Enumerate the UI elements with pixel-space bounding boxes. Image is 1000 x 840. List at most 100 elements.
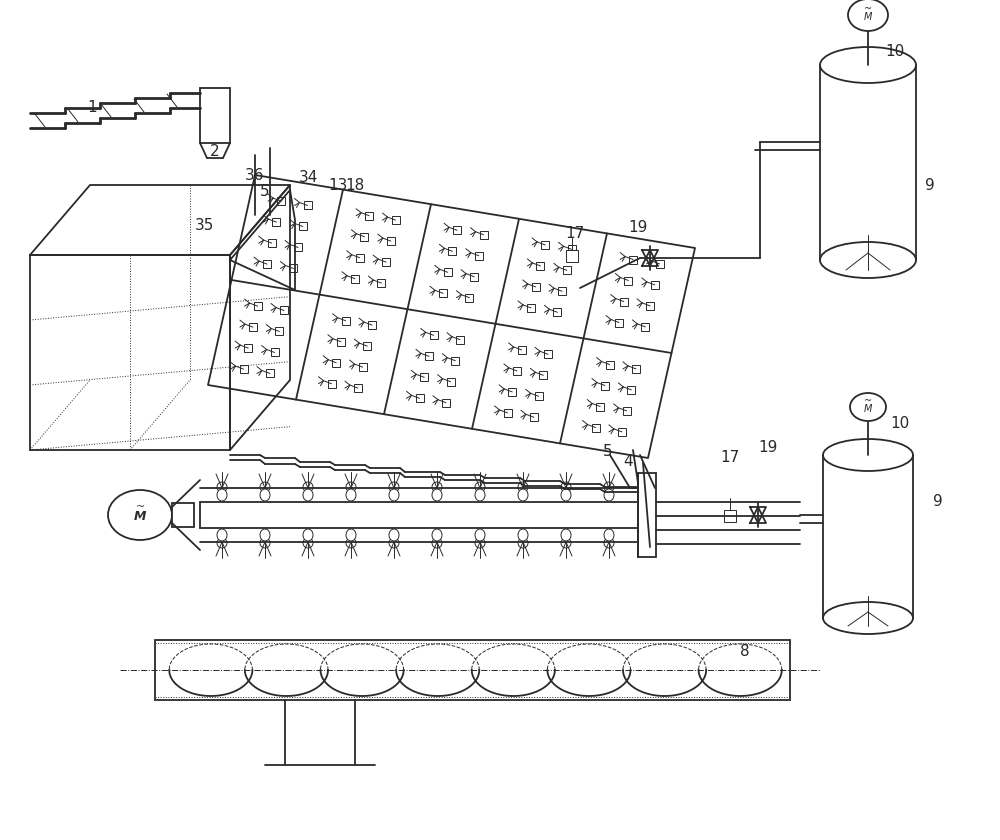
Bar	[342, 317, 350, 325]
Text: 9: 9	[933, 495, 943, 510]
Text: 5: 5	[603, 444, 613, 459]
Text: 1: 1	[87, 101, 97, 115]
Text: 10: 10	[890, 416, 910, 430]
Ellipse shape	[604, 482, 614, 492]
Ellipse shape	[561, 529, 571, 541]
Ellipse shape	[217, 489, 227, 501]
Text: ~: ~	[864, 396, 872, 406]
Ellipse shape	[260, 482, 270, 492]
Ellipse shape	[389, 489, 399, 501]
Bar	[277, 197, 285, 205]
Bar	[566, 250, 578, 262]
Bar	[651, 281, 659, 289]
Bar	[299, 223, 307, 230]
Bar	[365, 212, 373, 220]
Ellipse shape	[820, 47, 916, 83]
Bar	[30, 255, 230, 450]
Bar	[442, 399, 450, 407]
Bar	[480, 231, 488, 239]
Bar	[627, 386, 635, 394]
Ellipse shape	[389, 538, 399, 548]
Bar	[646, 302, 654, 310]
Bar	[527, 304, 535, 312]
Ellipse shape	[346, 538, 356, 548]
Bar	[620, 297, 628, 306]
Bar	[420, 373, 428, 381]
Ellipse shape	[823, 602, 913, 634]
Ellipse shape	[475, 529, 485, 541]
Bar	[465, 294, 473, 302]
Bar	[254, 302, 262, 310]
Ellipse shape	[217, 538, 227, 548]
Text: 8: 8	[740, 644, 750, 659]
Ellipse shape	[850, 393, 886, 421]
Bar	[368, 321, 376, 329]
Bar	[263, 260, 271, 268]
Bar	[328, 380, 336, 388]
Ellipse shape	[217, 529, 227, 541]
Bar	[539, 371, 547, 380]
Bar	[392, 216, 400, 224]
Ellipse shape	[848, 0, 888, 31]
Bar	[513, 367, 521, 375]
Text: 34: 34	[298, 171, 318, 186]
Bar	[553, 308, 561, 317]
Text: 10: 10	[885, 45, 905, 60]
Bar	[596, 402, 604, 411]
Bar	[541, 241, 549, 249]
Ellipse shape	[346, 529, 356, 541]
Bar	[268, 239, 276, 247]
Bar	[592, 423, 600, 432]
Bar	[155, 640, 790, 700]
Ellipse shape	[604, 538, 614, 548]
Ellipse shape	[260, 489, 270, 501]
Bar	[172, 503, 194, 527]
Bar	[558, 287, 566, 296]
Bar	[568, 245, 576, 254]
Ellipse shape	[432, 482, 442, 492]
Ellipse shape	[389, 482, 399, 492]
Ellipse shape	[389, 529, 399, 541]
Text: 4: 4	[623, 454, 633, 470]
Text: 5: 5	[260, 185, 270, 199]
Text: 9: 9	[925, 177, 935, 192]
Bar	[606, 360, 614, 369]
Bar	[439, 289, 447, 297]
Ellipse shape	[303, 482, 313, 492]
Bar	[518, 346, 526, 354]
Bar	[475, 252, 483, 260]
Ellipse shape	[217, 482, 227, 492]
Text: 35: 35	[194, 218, 214, 233]
Bar	[638, 473, 656, 557]
Text: 19: 19	[758, 440, 778, 455]
Bar	[456, 336, 464, 344]
Bar	[266, 370, 274, 377]
Bar	[271, 349, 279, 356]
Ellipse shape	[346, 482, 356, 492]
Ellipse shape	[820, 242, 916, 278]
Bar	[563, 266, 571, 275]
Ellipse shape	[518, 538, 528, 548]
Bar	[724, 510, 736, 522]
Bar	[200, 88, 230, 143]
Text: 13: 13	[328, 177, 348, 192]
Ellipse shape	[108, 490, 172, 540]
Ellipse shape	[604, 489, 614, 501]
Bar	[629, 255, 637, 264]
Ellipse shape	[303, 489, 313, 501]
Ellipse shape	[518, 529, 528, 541]
Ellipse shape	[260, 529, 270, 541]
Ellipse shape	[432, 489, 442, 501]
Text: M: M	[134, 511, 146, 523]
Ellipse shape	[561, 489, 571, 501]
Bar	[275, 328, 283, 335]
Bar	[249, 323, 257, 331]
Ellipse shape	[303, 529, 313, 541]
Ellipse shape	[432, 538, 442, 548]
Ellipse shape	[518, 489, 528, 501]
Bar	[280, 307, 288, 314]
Bar	[294, 244, 302, 251]
Bar	[656, 260, 664, 268]
Bar	[332, 359, 340, 367]
Bar	[425, 352, 433, 360]
